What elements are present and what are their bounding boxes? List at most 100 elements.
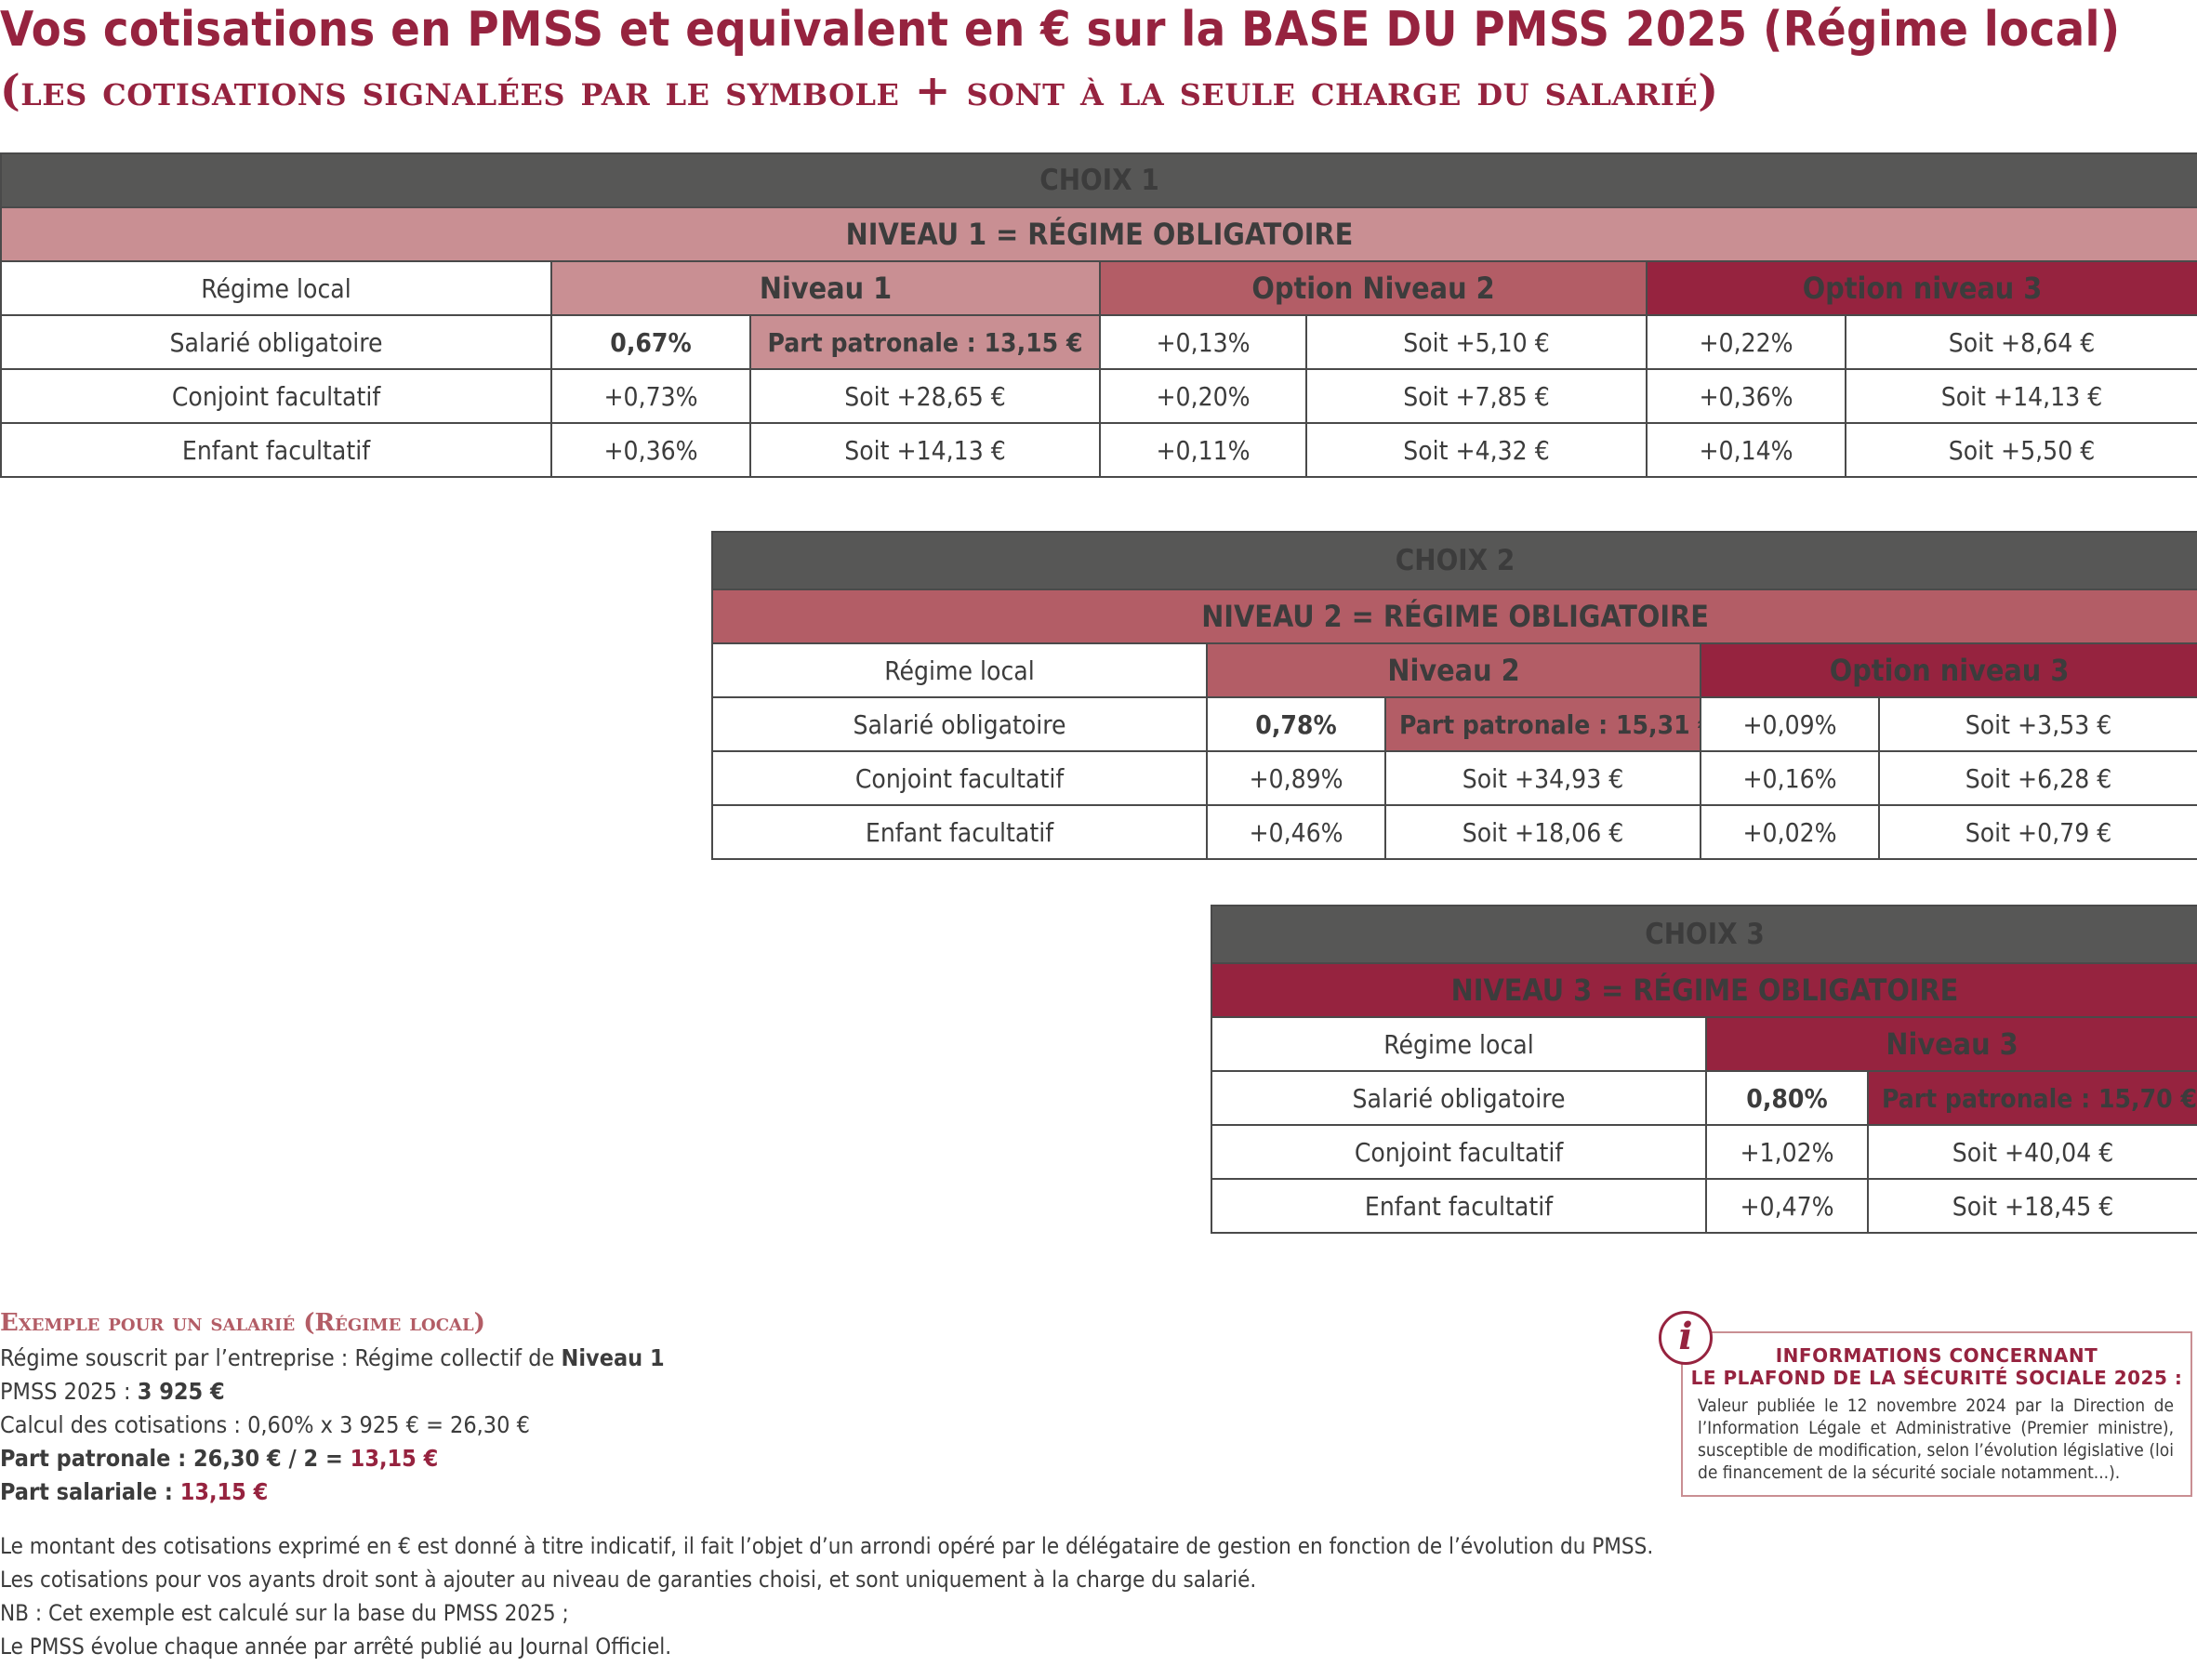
choix3-level-banner: NIVEAU 3 = RÉGIME OBLIGATOIRE xyxy=(1210,962,2197,1018)
rate-cell: +0,09% xyxy=(1700,696,1880,752)
row-label: Salarié obligatoire xyxy=(0,314,552,370)
part-patronale-cell: Part patronale : 15,70 € xyxy=(1866,1070,2197,1126)
rate-cell: +0,22% xyxy=(1646,314,1846,370)
part-patronale-cell: Part patronale : 13,15 € xyxy=(749,314,1101,370)
info-title-line1: INFORMATIONS CONCERNANT xyxy=(1775,1344,2098,1367)
amount-cell: Soit +6,28 € xyxy=(1877,750,2197,806)
amount-cell: Soit +14,13 € xyxy=(749,422,1101,478)
amount-cell: Soit +7,85 € xyxy=(1305,368,1648,424)
row-label: Conjoint facultatif xyxy=(1211,1124,1707,1180)
row-label: Enfant facultatif xyxy=(1211,1178,1707,1234)
row-label: Conjoint facultatif xyxy=(711,750,1208,806)
example-salariale-prefix: Part salariale : xyxy=(0,1478,180,1505)
page-title: Vos cotisations en PMSS et equivalent en… xyxy=(0,2,2121,58)
choix1-table: CHOIX 1 NIVEAU 1 = RÉGIME OBLIGATOIRE Ré… xyxy=(0,152,2197,478)
example-title: Exemple pour un salarié (Régime local) xyxy=(0,1309,485,1337)
table-row: Enfant facultatif +0,36% Soit +14,13 € +… xyxy=(0,422,2197,478)
rate-cell: +0,02% xyxy=(1700,804,1880,860)
table-row: Salarié obligatoire 0,67% Part patronale… xyxy=(0,314,2197,370)
amount-cell: Soit +3,53 € xyxy=(1877,696,2197,752)
amount-cell: Soit +0,79 € xyxy=(1877,804,2197,860)
amount-cell: Soit +28,65 € xyxy=(749,368,1101,424)
choix3-table: CHOIX 3 NIVEAU 3 = RÉGIME OBLIGATOIRE Ré… xyxy=(1210,905,2197,1234)
footnote-line: NB : Cet exemple est calculé sur la base… xyxy=(0,1600,569,1626)
info-text: Valeur publiée le 12 novembre 2024 par l… xyxy=(1698,1396,2174,1483)
info-icon: i xyxy=(1659,1311,1713,1365)
rate-cell: +0,36% xyxy=(1646,368,1846,424)
rate-cell: +0,13% xyxy=(1099,314,1307,370)
choix3-regime-label: Régime local xyxy=(1211,1016,1707,1072)
amount-cell: Soit +18,06 € xyxy=(1384,804,1701,860)
rate-cell: +1,02% xyxy=(1705,1124,1869,1180)
example-patronale-line: Part patronale : 26,30 € / 2 = 13,15 € xyxy=(0,1442,665,1475)
rate-cell: +0,11% xyxy=(1099,422,1307,478)
row-label: Enfant facultatif xyxy=(0,422,552,478)
choix1-header-option-niveau2: Option Niveau 2 xyxy=(1099,260,1648,316)
example-patronale-value: 13,15 € xyxy=(350,1445,439,1472)
example-regime-line: Régime souscrit par l’entreprise : Régim… xyxy=(0,1342,665,1375)
choix2-title: CHOIX 2 xyxy=(710,531,2197,590)
example-pmss-prefix: PMSS 2025 : xyxy=(0,1378,138,1405)
example-patronale-prefix: Part patronale : 26,30 € / 2 = xyxy=(0,1445,351,1472)
row-label: Salarié obligatoire xyxy=(711,696,1208,752)
choix1-header-option-niveau3: Option niveau 3 xyxy=(1645,260,2197,316)
footnotes: Le montant des cotisations exprimé en € … xyxy=(0,1529,1653,1663)
page-subtitle: (les cotisations signalées par le symbol… xyxy=(0,65,1719,115)
example-salariale-line: Part salariale : 13,15 € xyxy=(0,1475,665,1509)
table-row: Conjoint facultatif +0,89% Soit +34,93 €… xyxy=(711,750,2197,806)
example-regime-prefix: Régime souscrit par l’entreprise : Régim… xyxy=(0,1344,562,1371)
rate-cell: 0,67% xyxy=(550,314,751,370)
rate-cell: +0,89% xyxy=(1206,750,1386,806)
amount-cell: Soit +18,45 € xyxy=(1866,1178,2197,1234)
table-row: Enfant facultatif +0,47% Soit +18,45 € xyxy=(1211,1178,2197,1234)
amount-cell: Soit +5,50 € xyxy=(1844,422,2197,478)
choix1-header-niveau1: Niveau 1 xyxy=(550,260,1101,316)
table-row: Conjoint facultatif +1,02% Soit +40,04 € xyxy=(1211,1124,2197,1180)
choix3-title: CHOIX 3 xyxy=(1210,905,2197,964)
footnote-line: Le PMSS évolue chaque année par arrêté p… xyxy=(0,1634,672,1660)
choix1-level-banner: NIVEAU 1 = RÉGIME OBLIGATOIRE xyxy=(0,206,2197,262)
table-row: Enfant facultatif +0,46% Soit +18,06 € +… xyxy=(711,804,2197,860)
rate-cell: 0,80% xyxy=(1705,1070,1869,1126)
example-pmss-value: 3 925 € xyxy=(137,1378,225,1405)
table-row: Salarié obligatoire 0,80% Part patronale… xyxy=(1211,1070,2197,1126)
example-salariale-value: 13,15 € xyxy=(179,1478,269,1505)
info-title-line2: LE PLAFOND DE LA SÉCURITÉ SOCIALE 2025 : xyxy=(1690,1367,2183,1389)
rate-cell: 0,78% xyxy=(1206,696,1386,752)
row-label: Enfant facultatif xyxy=(711,804,1208,860)
rate-cell: +0,36% xyxy=(550,422,751,478)
row-label: Conjoint facultatif xyxy=(0,368,552,424)
amount-cell: Soit +4,32 € xyxy=(1305,422,1648,478)
choix2-header-niveau2: Niveau 2 xyxy=(1206,642,1701,698)
example-regime-value: Niveau 1 xyxy=(561,1344,665,1371)
example-calcul-line: Calcul des cotisations : 0,60% x 3 925 €… xyxy=(0,1411,530,1438)
amount-cell: Soit +5,10 € xyxy=(1305,314,1648,370)
example-section: Exemple pour un salarié (Régime local) R… xyxy=(0,1306,665,1509)
rate-cell: +0,46% xyxy=(1206,804,1386,860)
info-title: INFORMATIONS CONCERNANT LE PLAFOND DE LA… xyxy=(1683,1344,2190,1389)
rate-cell: +0,16% xyxy=(1700,750,1880,806)
choix2-header-option-niveau3: Option niveau 3 xyxy=(1699,642,2197,698)
part-patronale-cell: Part patronale : 15,31 € xyxy=(1384,696,1701,752)
choix3-header-niveau3: Niveau 3 xyxy=(1704,1016,2197,1072)
amount-cell: Soit +14,13 € xyxy=(1844,368,2197,424)
amount-cell: Soit +40,04 € xyxy=(1866,1124,2197,1180)
choix1-title: CHOIX 1 xyxy=(0,152,2197,208)
example-pmss-line: PMSS 2025 : 3 925 € xyxy=(0,1375,665,1409)
rate-cell: +0,47% xyxy=(1705,1178,1869,1234)
choix1-regime-label: Régime local xyxy=(0,260,552,316)
choix2-regime-label: Régime local xyxy=(711,642,1208,698)
footnote-line: Le montant des cotisations exprimé en € … xyxy=(0,1533,1654,1559)
choix2-level-banner: NIVEAU 2 = RÉGIME OBLIGATOIRE xyxy=(710,589,2197,644)
footnote-line: Les cotisations pour vos ayants droit so… xyxy=(0,1567,1257,1593)
table-row: Salarié obligatoire 0,78% Part patronale… xyxy=(711,696,2197,752)
choix2-table: CHOIX 2 NIVEAU 2 = RÉGIME OBLIGATOIRE Ré… xyxy=(710,531,2197,860)
amount-cell: Soit +34,93 € xyxy=(1384,750,1701,806)
pmss-info-box: INFORMATIONS CONCERNANT LE PLAFOND DE LA… xyxy=(1681,1331,2192,1497)
rate-cell: +0,20% xyxy=(1099,368,1307,424)
rate-cell: +0,73% xyxy=(550,368,751,424)
table-row: Conjoint facultatif +0,73% Soit +28,65 €… xyxy=(0,368,2197,424)
row-label: Salarié obligatoire xyxy=(1211,1070,1707,1126)
rate-cell: +0,14% xyxy=(1646,422,1846,478)
amount-cell: Soit +8,64 € xyxy=(1844,314,2197,370)
